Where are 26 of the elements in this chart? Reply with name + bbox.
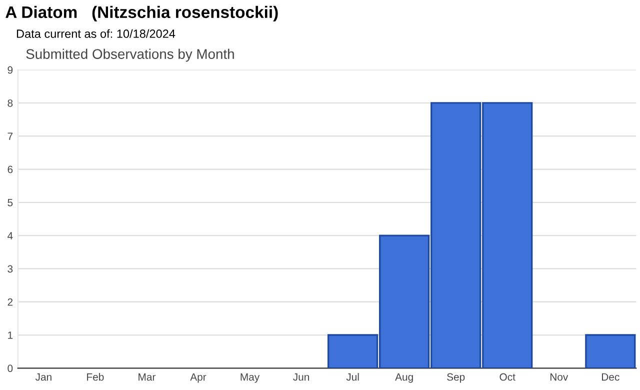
y-tick-label: 6 [8, 166, 13, 174]
y-tick-label: 2 [8, 298, 13, 306]
x-tick-label: Oct [500, 373, 516, 381]
x-tick-label: Jun [293, 373, 309, 381]
y-tick-label: 5 [8, 199, 13, 206]
chart-title: A Diatom (Nitzschia rosenstockii) [6, 6, 278, 22]
x-tick-label: Feb [87, 373, 104, 381]
x-tick-label: Sep [447, 373, 465, 383]
x-tick-label: Jan [35, 373, 52, 381]
y-tick-label: 4 [8, 232, 13, 240]
y-tick-label: 7 [8, 132, 13, 140]
y-tick-label: 8 [8, 99, 13, 107]
x-tick-label: Dec [602, 373, 620, 381]
x-tick-label: Nov [550, 373, 568, 381]
x-tick-label: Apr [190, 373, 206, 383]
chart-subtitle: Data current as of: 10/18/2024 [16, 29, 176, 38]
y-tick-label: 3 [8, 265, 13, 273]
x-tick-label: Jul [346, 373, 359, 381]
x-tick-label: May [240, 373, 260, 383]
x-tick-label: Mar [138, 373, 156, 381]
y-tick-label: 0 [8, 364, 13, 372]
y-tick-label: 9 [8, 66, 13, 74]
bar [585, 334, 636, 368]
text: Submitted Observations by Month [26, 48, 234, 62]
y-tick-label: 1 [8, 332, 13, 339]
x-tick-label: Aug [395, 373, 413, 383]
